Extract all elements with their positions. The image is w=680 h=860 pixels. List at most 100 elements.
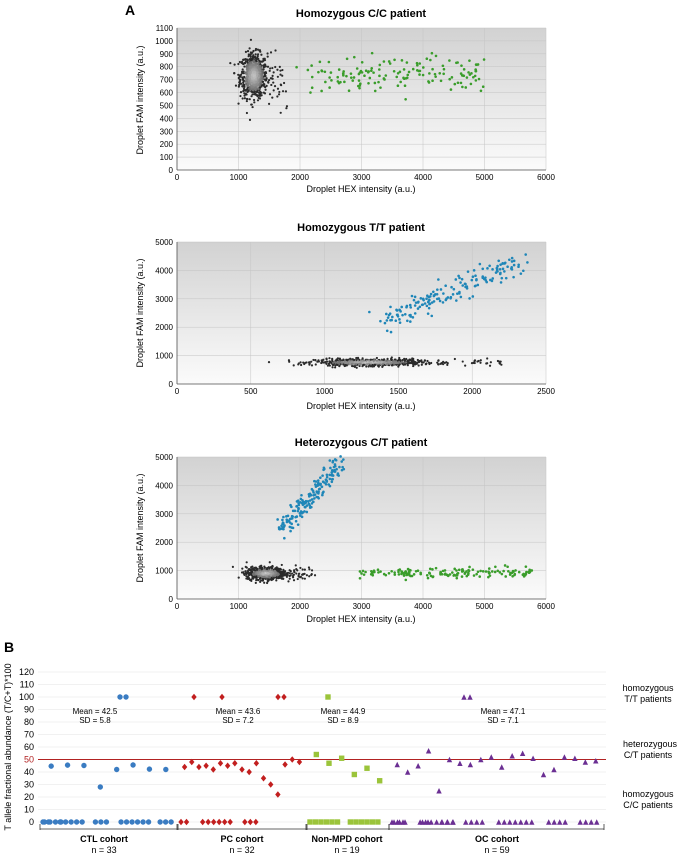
x-tick-label: 1000 bbox=[230, 602, 248, 611]
droplet-negative bbox=[245, 78, 249, 81]
droplet-hex-positive bbox=[487, 567, 491, 570]
oc-mean: Mean = 47.1 bbox=[481, 707, 526, 716]
droplet-fam-positive bbox=[300, 493, 303, 497]
droplet-negative bbox=[263, 63, 266, 66]
droplet-hex-positive bbox=[463, 572, 467, 575]
droplet-negative bbox=[293, 570, 296, 573]
x-tick-label: 4000 bbox=[414, 173, 432, 182]
droplet-negative bbox=[248, 76, 252, 80]
data-point-diamond bbox=[196, 763, 202, 771]
droplet-negative bbox=[390, 364, 393, 367]
droplet-fam-positive bbox=[510, 260, 514, 263]
droplet-negative bbox=[276, 68, 279, 71]
droplet-negative bbox=[261, 60, 265, 63]
data-point-square bbox=[376, 778, 383, 784]
data-point-diamond bbox=[210, 818, 217, 826]
droplet-negative bbox=[256, 53, 260, 56]
droplet-negative bbox=[273, 85, 277, 88]
droplet-hex-positive bbox=[490, 570, 494, 573]
droplet-negative bbox=[255, 65, 258, 68]
droplet-hex-positive bbox=[378, 68, 381, 71]
y-tick-label: 500 bbox=[160, 101, 174, 110]
data-point-diamond bbox=[246, 768, 252, 776]
y-tick-label: 200 bbox=[160, 140, 174, 149]
data-point-triangle bbox=[501, 819, 507, 825]
droplet-negative bbox=[317, 360, 321, 363]
droplet-fam-positive bbox=[299, 497, 303, 501]
droplet-fam-positive bbox=[282, 521, 285, 525]
droplet-negative bbox=[358, 363, 361, 366]
droplet-hex-positive bbox=[310, 75, 314, 79]
droplet-hex-positive bbox=[400, 572, 403, 576]
droplet-negative bbox=[257, 571, 260, 575]
droplet-negative bbox=[247, 83, 250, 86]
droplet-hex-positive bbox=[328, 86, 331, 89]
cohort-brackets bbox=[39, 824, 605, 830]
droplet-hex-positive bbox=[384, 74, 388, 77]
droplet-negative bbox=[470, 362, 474, 365]
droplet-negative bbox=[308, 575, 311, 578]
droplet-negative bbox=[414, 361, 417, 364]
droplet-negative bbox=[464, 364, 467, 367]
droplet-negative bbox=[251, 575, 254, 579]
droplet-negative bbox=[303, 572, 306, 576]
droplet-fam-positive bbox=[456, 292, 459, 295]
droplet-hex-positive bbox=[455, 574, 459, 577]
droplet-fam-positive bbox=[526, 261, 529, 264]
droplet-fam-positive bbox=[436, 288, 439, 291]
side-label-tt-line1: homozygous bbox=[622, 683, 674, 693]
droplet-negative bbox=[281, 577, 284, 580]
x-tick-label: 3000 bbox=[353, 602, 371, 611]
droplet-fam-positive bbox=[413, 312, 417, 315]
droplet-fam-positive bbox=[320, 485, 324, 489]
droplet-hex-positive bbox=[364, 570, 367, 574]
droplet-negative bbox=[259, 576, 262, 580]
droplet-fam-positive bbox=[491, 277, 495, 280]
droplet-negative bbox=[249, 71, 252, 74]
droplet-fam-positive bbox=[459, 295, 463, 299]
droplet-negative bbox=[404, 361, 407, 364]
pc-mean: Mean = 43.6 bbox=[216, 707, 261, 716]
data-point-triangle bbox=[468, 819, 474, 825]
side-label-cc-line2: C/C patients bbox=[623, 800, 673, 810]
droplet-fam-positive bbox=[317, 492, 320, 495]
droplet-hex-positive bbox=[481, 85, 485, 89]
data-point-diamond bbox=[181, 763, 188, 771]
droplet-fam-positive bbox=[457, 274, 460, 278]
droplet-negative bbox=[269, 51, 273, 54]
droplet-fam-positive bbox=[324, 482, 328, 486]
droplet-fam-positive bbox=[331, 459, 335, 463]
droplet-hex-positive bbox=[352, 76, 356, 79]
droplet-fam-positive bbox=[334, 458, 338, 462]
droplet-fam-positive bbox=[321, 493, 324, 497]
y-tick-label: 40 bbox=[24, 767, 34, 777]
data-point-diamond bbox=[183, 818, 190, 826]
droplet-negative bbox=[314, 359, 317, 362]
droplet-fam-positive bbox=[288, 521, 292, 524]
data-point-circle bbox=[62, 819, 69, 825]
droplet-negative bbox=[386, 362, 389, 365]
droplet-hex-positive bbox=[403, 571, 407, 574]
pc-cohort-n: n = 32 bbox=[229, 845, 254, 855]
droplet-fam-positive bbox=[304, 499, 308, 503]
x-tick-label: 1000 bbox=[316, 387, 334, 396]
droplet-hex-positive bbox=[517, 570, 521, 574]
droplet-fam-positive bbox=[323, 481, 326, 484]
data-point-diamond bbox=[247, 818, 254, 826]
y-tick-label: 100 bbox=[19, 692, 34, 702]
droplet-negative bbox=[367, 362, 370, 365]
droplet-negative bbox=[260, 74, 264, 77]
droplet-negative bbox=[476, 360, 479, 363]
droplet-negative bbox=[258, 80, 261, 83]
droplet-negative bbox=[261, 80, 265, 84]
droplet-hex-positive bbox=[481, 570, 485, 573]
droplet-hex-positive bbox=[393, 573, 397, 576]
droplet-negative bbox=[275, 573, 278, 577]
droplet-negative bbox=[375, 356, 378, 360]
droplet-hex-positive bbox=[457, 568, 461, 572]
droplet-fam-positive bbox=[481, 275, 485, 278]
droplet-fam-positive bbox=[435, 292, 439, 296]
droplet-negative bbox=[264, 572, 267, 575]
x-tick-label: 6000 bbox=[537, 602, 555, 611]
droplet-fam-positive bbox=[322, 490, 325, 494]
